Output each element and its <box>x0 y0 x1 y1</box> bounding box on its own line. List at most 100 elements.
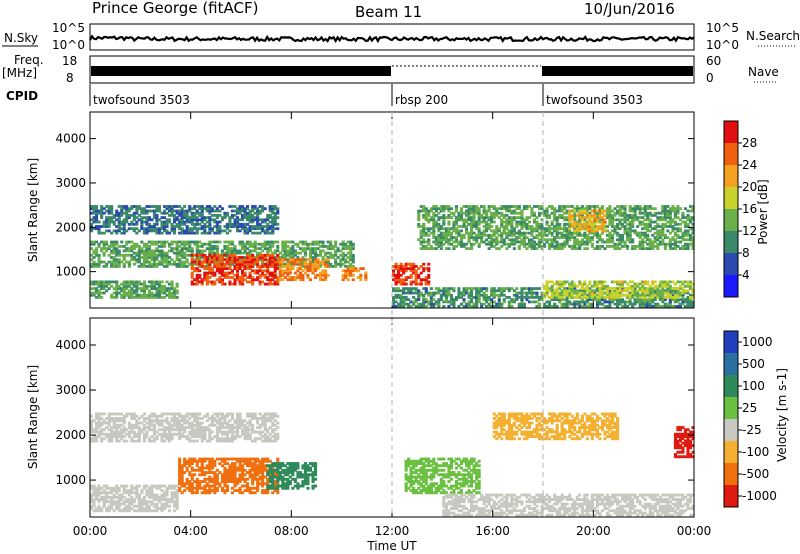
data-cell <box>530 245 534 248</box>
data-cell <box>399 289 403 293</box>
data-cell <box>633 284 637 288</box>
data-cell <box>671 287 675 290</box>
data-cell <box>500 287 504 290</box>
data-cell <box>517 220 521 224</box>
data-cell <box>658 280 662 284</box>
data-cell <box>205 278 209 282</box>
data-cell <box>115 284 119 288</box>
data-cell <box>449 300 453 304</box>
data-cell <box>95 249 99 253</box>
data-cell <box>314 265 318 268</box>
data-cell <box>273 267 277 270</box>
data-cell <box>555 229 559 233</box>
data-cell <box>638 207 642 211</box>
data-cell <box>578 214 582 217</box>
data-cell <box>691 231 695 235</box>
data-cell <box>205 247 209 250</box>
data-cell <box>666 296 670 299</box>
data-cell <box>110 211 114 215</box>
data-cell <box>648 300 652 304</box>
data-cell <box>163 211 167 215</box>
data-cell <box>646 247 650 250</box>
data-cell <box>578 302 582 306</box>
data-cell <box>210 218 214 222</box>
data-cell <box>233 218 237 222</box>
data-cell <box>349 271 353 275</box>
data-cell <box>472 302 476 306</box>
data-cell <box>668 218 672 222</box>
data-cell <box>676 229 680 233</box>
data-cell <box>583 222 587 226</box>
data-cell <box>510 300 514 304</box>
data-cell <box>258 242 262 246</box>
data-cell <box>610 293 614 297</box>
data-cell <box>248 258 252 262</box>
data-cell <box>520 240 524 244</box>
data-cell <box>324 258 328 262</box>
data-cell <box>165 260 169 264</box>
data-cell <box>462 236 466 239</box>
data-cell <box>653 293 657 297</box>
data-cell <box>193 282 197 286</box>
data-cell <box>195 269 199 273</box>
data-cell <box>276 265 280 268</box>
data-cell <box>417 304 421 308</box>
data-cell <box>578 304 582 308</box>
data-cell <box>185 218 189 222</box>
data-cell <box>286 253 290 257</box>
data-cell <box>271 229 275 233</box>
data-cell <box>563 304 567 308</box>
data-cell <box>465 242 469 246</box>
data-cell <box>633 245 637 248</box>
data-cell <box>205 276 209 279</box>
data-cell <box>638 293 642 297</box>
data-cell <box>553 218 557 222</box>
data-cell <box>175 282 179 286</box>
data-cell <box>472 238 476 242</box>
data-cell <box>140 262 144 266</box>
data-cell <box>215 278 219 282</box>
data-cell <box>225 249 229 253</box>
data-cell <box>636 289 640 293</box>
data-cell <box>132 256 136 259</box>
data-cell <box>110 426 114 429</box>
data-cell <box>527 300 531 304</box>
data-cell <box>165 289 169 293</box>
data-cell <box>163 220 167 224</box>
data-cell <box>90 282 94 286</box>
data-cell <box>444 236 448 239</box>
data-cell <box>183 220 187 224</box>
data-cell <box>646 229 650 233</box>
data-cell <box>661 229 665 233</box>
data-cell <box>220 271 224 275</box>
data-cell <box>228 216 232 219</box>
data-cell <box>646 222 650 226</box>
data-cell <box>316 265 320 268</box>
data-cell <box>200 253 204 257</box>
data-cell <box>575 205 579 208</box>
data-cell <box>256 227 260 231</box>
data-cell <box>92 207 96 211</box>
data-cell <box>666 214 670 217</box>
data-cell <box>454 207 458 211</box>
data-cell <box>485 238 489 242</box>
data-cell <box>573 207 577 211</box>
data-cell <box>193 225 197 228</box>
data-cell <box>661 296 665 299</box>
data-cell <box>459 207 463 211</box>
data-cell <box>538 242 542 246</box>
data-cell <box>251 256 255 259</box>
data-cell <box>178 253 182 257</box>
data-cell <box>183 247 187 250</box>
data-cell <box>487 218 491 222</box>
data-cell <box>691 304 695 308</box>
data-cell <box>643 293 647 297</box>
data-cell <box>605 289 609 293</box>
data-cell <box>573 282 577 286</box>
data-cell <box>520 225 524 228</box>
data-cell <box>150 428 154 432</box>
data-cell <box>608 211 612 215</box>
data-cell <box>636 284 640 288</box>
data-cell <box>203 258 207 262</box>
data-cell <box>190 227 194 231</box>
